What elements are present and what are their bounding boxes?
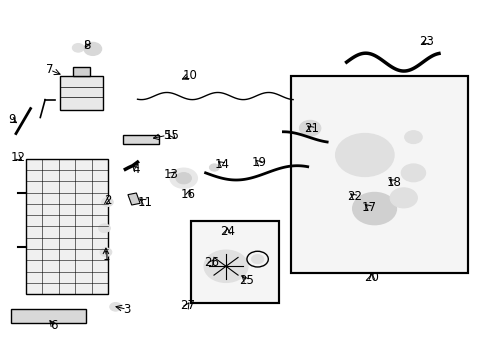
Text: 22: 22: [346, 190, 361, 203]
Circle shape: [389, 188, 416, 208]
Circle shape: [110, 302, 121, 311]
Circle shape: [404, 131, 421, 144]
Text: 26: 26: [203, 256, 219, 269]
Circle shape: [335, 134, 393, 176]
Bar: [128, 193, 140, 205]
Text: 17: 17: [361, 201, 376, 214]
Text: 23: 23: [419, 35, 433, 48]
Text: 13: 13: [163, 168, 178, 181]
Text: 19: 19: [251, 156, 266, 169]
Circle shape: [72, 44, 84, 52]
Circle shape: [100, 248, 112, 256]
Text: 21: 21: [304, 122, 319, 135]
Bar: [73, 67, 90, 76]
Text: 4: 4: [132, 163, 140, 176]
Circle shape: [352, 193, 396, 225]
Text: 10: 10: [182, 69, 197, 82]
Text: 2: 2: [103, 194, 111, 207]
Text: 18: 18: [386, 176, 401, 189]
Text: 24: 24: [220, 225, 235, 238]
Circle shape: [99, 224, 110, 233]
Text: 27: 27: [179, 299, 194, 312]
Bar: [191, 221, 278, 303]
Bar: [290, 76, 467, 273]
Circle shape: [299, 120, 320, 136]
Circle shape: [203, 250, 247, 282]
Text: 9: 9: [8, 113, 16, 126]
Circle shape: [102, 198, 113, 206]
Text: 12: 12: [11, 151, 26, 165]
Text: 14: 14: [215, 158, 230, 171]
Text: 20: 20: [364, 271, 379, 284]
Bar: [11, 309, 86, 323]
Bar: [122, 135, 159, 144]
Circle shape: [176, 172, 191, 184]
Text: 7: 7: [46, 63, 54, 76]
Text: 15: 15: [165, 129, 180, 142]
Bar: [290, 76, 467, 273]
Text: 1: 1: [102, 250, 109, 263]
Text: 5: 5: [163, 129, 170, 142]
Circle shape: [84, 42, 102, 55]
Bar: [60, 76, 103, 111]
Text: 16: 16: [181, 188, 196, 201]
Text: 3: 3: [123, 303, 130, 316]
Circle shape: [209, 164, 219, 171]
Text: 8: 8: [82, 39, 90, 52]
Circle shape: [251, 255, 264, 264]
Text: 25: 25: [239, 274, 253, 287]
Text: 6: 6: [50, 319, 58, 332]
Circle shape: [401, 164, 425, 182]
Text: 11: 11: [137, 195, 152, 209]
Circle shape: [170, 168, 197, 188]
Bar: [26, 158, 108, 294]
Bar: [191, 221, 278, 303]
